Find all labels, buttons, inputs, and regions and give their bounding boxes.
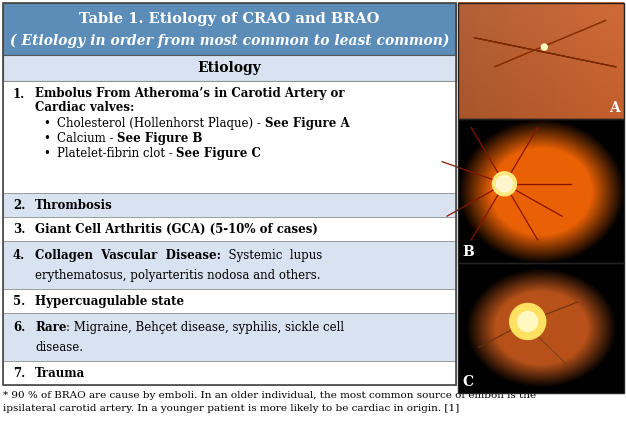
Text: erythematosus, polyarteritis nodosa and others.: erythematosus, polyarteritis nodosa and … xyxy=(35,269,321,282)
Text: Cholesterol (Hollenhorst Plaque) -: Cholesterol (Hollenhorst Plaque) - xyxy=(57,116,265,129)
Text: ( Etiology in order from most common to least common): ( Etiology in order from most common to … xyxy=(10,33,449,48)
Text: 4.: 4. xyxy=(13,249,25,262)
Text: •: • xyxy=(44,116,51,129)
Text: 6.: 6. xyxy=(13,321,25,334)
Bar xyxy=(3,55,456,81)
Bar xyxy=(3,81,456,193)
Text: C: C xyxy=(462,375,473,389)
Bar xyxy=(3,3,456,55)
Circle shape xyxy=(496,176,513,192)
Text: Collagen  Vascular  Disease:: Collagen Vascular Disease: xyxy=(35,249,221,262)
Bar xyxy=(3,313,456,361)
Text: : Migraine, Behçet disease, syphilis, sickle cell: : Migraine, Behçet disease, syphilis, si… xyxy=(66,321,345,334)
Bar xyxy=(3,3,456,385)
Text: Systemic  lupus: Systemic lupus xyxy=(221,249,322,262)
Bar xyxy=(458,3,624,119)
Bar xyxy=(3,217,456,241)
Text: 3.: 3. xyxy=(13,222,26,235)
Text: B: B xyxy=(462,245,474,259)
Circle shape xyxy=(541,44,547,50)
Bar xyxy=(3,241,456,289)
Text: disease.: disease. xyxy=(35,341,83,354)
Text: 7.: 7. xyxy=(13,367,25,379)
Text: * 90 % of BRAO are cause by emboli. In an older individual, the most common sour: * 90 % of BRAO are cause by emboli. In a… xyxy=(3,391,536,412)
Text: See Figure A: See Figure A xyxy=(265,116,349,129)
Text: 2.: 2. xyxy=(13,198,26,211)
Text: Thrombosis: Thrombosis xyxy=(35,198,113,211)
Text: See Figure B: See Figure B xyxy=(117,132,203,144)
Text: Trauma: Trauma xyxy=(35,367,85,379)
Text: See Figure C: See Figure C xyxy=(177,146,262,160)
Text: Rare: Rare xyxy=(35,321,66,334)
Text: Cardiac valves:: Cardiac valves: xyxy=(35,101,135,113)
Text: 5.: 5. xyxy=(13,294,25,307)
Text: Embolus From Atheroma’s in Carotid Artery or: Embolus From Atheroma’s in Carotid Arter… xyxy=(35,88,345,101)
Text: 1.: 1. xyxy=(13,88,25,101)
Bar xyxy=(458,263,624,393)
Text: Table 1. Etiology of CRAO and BRAO: Table 1. Etiology of CRAO and BRAO xyxy=(80,12,380,26)
Text: •: • xyxy=(44,132,51,144)
Text: Platelet-fibrin clot -: Platelet-fibrin clot - xyxy=(57,146,177,160)
Bar xyxy=(3,361,456,385)
Text: •: • xyxy=(44,146,51,160)
Circle shape xyxy=(518,311,538,331)
Bar xyxy=(458,119,624,263)
Text: Hypercuagulable state: Hypercuagulable state xyxy=(35,294,184,307)
Text: A: A xyxy=(609,101,620,115)
Circle shape xyxy=(493,172,516,196)
Text: Giant Cell Arthritis (GCA) (5-10% of cases): Giant Cell Arthritis (GCA) (5-10% of cas… xyxy=(35,222,318,235)
Text: Calcium -: Calcium - xyxy=(57,132,117,144)
Bar xyxy=(3,289,456,313)
Circle shape xyxy=(510,303,546,340)
Text: Etiology: Etiology xyxy=(198,61,262,75)
Bar xyxy=(3,193,456,217)
